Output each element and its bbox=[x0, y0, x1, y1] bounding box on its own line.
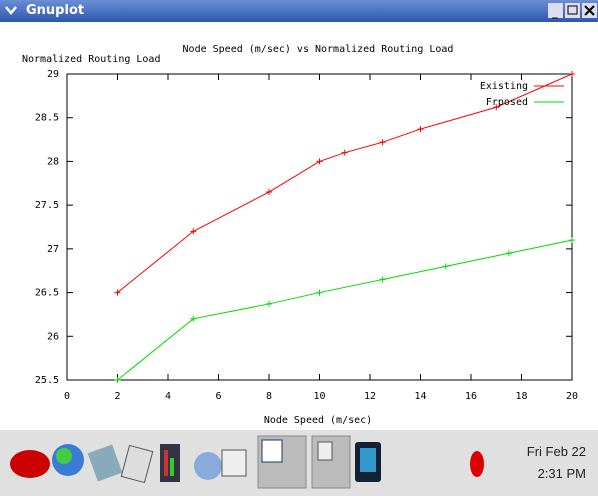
y-axis-label: Normalized Routing Load bbox=[22, 54, 160, 65]
y-tick-label: 28 bbox=[47, 156, 59, 167]
y-tick-label: 25.5 bbox=[35, 375, 59, 386]
title-bar: _ Gnuplot bbox=[0, 0, 598, 22]
x-axis-label: Node Speed (m/sec) bbox=[264, 415, 372, 426]
legend-label: Existing bbox=[480, 81, 528, 92]
y-tick-label: 27.5 bbox=[35, 200, 59, 211]
x-tick-label: 4 bbox=[165, 391, 171, 402]
x-tick-label: 14 bbox=[414, 391, 426, 402]
x-tick-label: 0 bbox=[64, 391, 70, 402]
taskbar: Fri Feb 22 2:31 PM bbox=[0, 430, 598, 496]
y-tick-label: 28.5 bbox=[35, 113, 59, 124]
window: _ Gnuplot Node Speed (m/sec) vs Normaliz… bbox=[0, 0, 598, 496]
x-tick-label: 6 bbox=[215, 391, 221, 402]
y-tick-label: 29 bbox=[47, 69, 59, 80]
chart-title: Node Speed (m/sec) vs Normalized Routing… bbox=[183, 44, 454, 55]
taskbar-icons bbox=[0, 430, 420, 496]
x-tick-label: 2 bbox=[114, 391, 120, 402]
title-bar-icons: _ bbox=[0, 0, 598, 22]
svg-text:_: _ bbox=[552, 6, 558, 19]
x-tick-label: 8 bbox=[266, 391, 272, 402]
y-tick-label: 27 bbox=[47, 244, 59, 255]
clock-date: Fri Feb 22 bbox=[527, 444, 586, 459]
x-tick-label: 18 bbox=[515, 391, 527, 402]
y-tick-label: 26 bbox=[47, 331, 59, 342]
y-tick-label: 26.5 bbox=[35, 288, 59, 299]
clock-time: 2:31 PM bbox=[538, 466, 586, 481]
alert-icon bbox=[462, 444, 492, 484]
x-tick-label: 16 bbox=[465, 391, 477, 402]
x-tick-label: 10 bbox=[313, 391, 325, 402]
legend-label: Frposed bbox=[486, 97, 528, 108]
window-title: Gnuplot bbox=[26, 3, 84, 18]
x-tick-label: 12 bbox=[364, 391, 376, 402]
chart: Node Speed (m/sec) vs Normalized Routing… bbox=[0, 22, 598, 430]
x-tick-label: 20 bbox=[566, 391, 578, 402]
